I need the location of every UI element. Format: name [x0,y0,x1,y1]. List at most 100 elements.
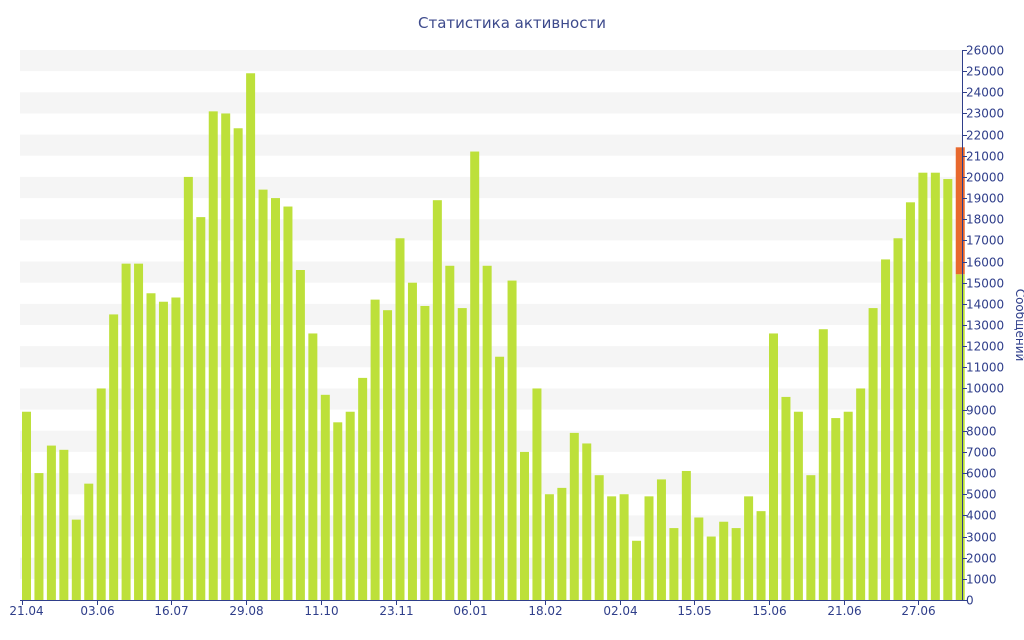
bar [557,487,567,600]
bar [495,356,505,600]
bar [383,310,393,600]
y-tick-label: 17000 [966,234,1004,248]
bar [507,280,517,600]
bar [856,388,866,600]
y-tick-label: 9000 [966,404,997,418]
y-tick-label: 26000 [966,44,1004,58]
bar [358,377,368,600]
bar [258,189,268,600]
bar [544,494,554,600]
y-tick-label: 0 [966,594,974,608]
bar [420,305,430,600]
bar [582,443,592,600]
bar [158,301,168,600]
bar [171,297,181,600]
y-tick-label: 5000 [966,488,997,502]
bar [818,329,828,600]
y-tick-label: 20000 [966,171,1004,185]
y-tick-label: 22000 [966,129,1004,143]
grid-band [20,50,962,72]
y-tick-label: 15000 [966,277,1004,291]
x-tick-label: 06.01 [453,604,487,618]
bar [694,517,704,600]
bar [681,470,691,600]
bar [607,496,617,600]
bar [520,451,529,600]
bar [806,475,816,600]
x-tick-label: 21.04 [9,604,43,618]
bar-highlight [955,147,965,275]
bar [22,411,31,600]
bar [71,519,81,600]
y-tick-label: 3000 [966,531,997,545]
bar [632,540,642,600]
y-tick-label: 10000 [966,382,1004,396]
bar [370,299,380,600]
bar [445,265,455,600]
bar [470,151,480,601]
x-axis-ticks: 21.04 03.06 16.07 29.08 11.10 23.11 06.01 18.02… [9,600,936,618]
grid-band [20,219,962,241]
bar [407,282,417,600]
bar [46,445,56,600]
bar [146,293,156,600]
bar [918,172,928,600]
bar [893,238,903,600]
bar [881,259,891,600]
bar [905,202,915,600]
bar [109,314,119,600]
bar [719,521,729,600]
bar [183,176,193,601]
bar [34,473,44,600]
bar [831,418,841,600]
chart-title: Статистика активности [418,14,606,32]
bar [943,179,953,601]
bar [656,479,666,600]
bar [271,198,280,600]
bar [96,388,106,600]
y-tick-label: 4000 [966,509,997,523]
x-tick-label: 15.06 [752,604,786,618]
bar [930,172,940,600]
y-tick-label: 6000 [966,467,997,481]
y-tick-label: 2000 [966,552,997,566]
y-tick-label: 12000 [966,340,1004,354]
bar [295,270,305,600]
bar [221,113,231,601]
y-tick-label: 21000 [966,150,1004,164]
bar [246,73,256,600]
x-tick-label: 03.06 [80,604,114,618]
bar [619,494,629,600]
bar [706,536,716,600]
y-tick-label: 7000 [966,446,997,460]
bar [756,511,766,600]
bar [233,128,243,600]
bar [208,111,218,600]
bar [644,496,654,600]
grid-band [20,92,962,114]
bar [457,308,467,600]
grid-band [20,176,962,199]
bar [395,238,405,600]
bar [345,411,355,600]
bar [121,263,131,600]
grid-band [20,134,962,156]
y-tick-label: 16000 [966,256,1004,270]
x-tick-label: 02.04 [603,604,637,618]
x-tick-label: 29.08 [229,604,263,618]
x-tick-label: 27.06 [901,604,935,618]
bar [744,496,754,600]
y-tick-label: 13000 [966,319,1004,333]
bar [196,217,206,600]
bar [781,396,791,600]
x-tick-label: 16.07 [154,604,188,618]
bar [569,432,579,600]
y-tick-label: 24000 [966,86,1004,100]
x-tick-label: 11.10 [304,604,338,618]
bar [769,333,778,600]
x-tick-label: 18.02 [528,604,562,618]
bar [594,475,604,600]
x-tick-label: 23.11 [379,604,413,618]
bars [22,73,965,601]
